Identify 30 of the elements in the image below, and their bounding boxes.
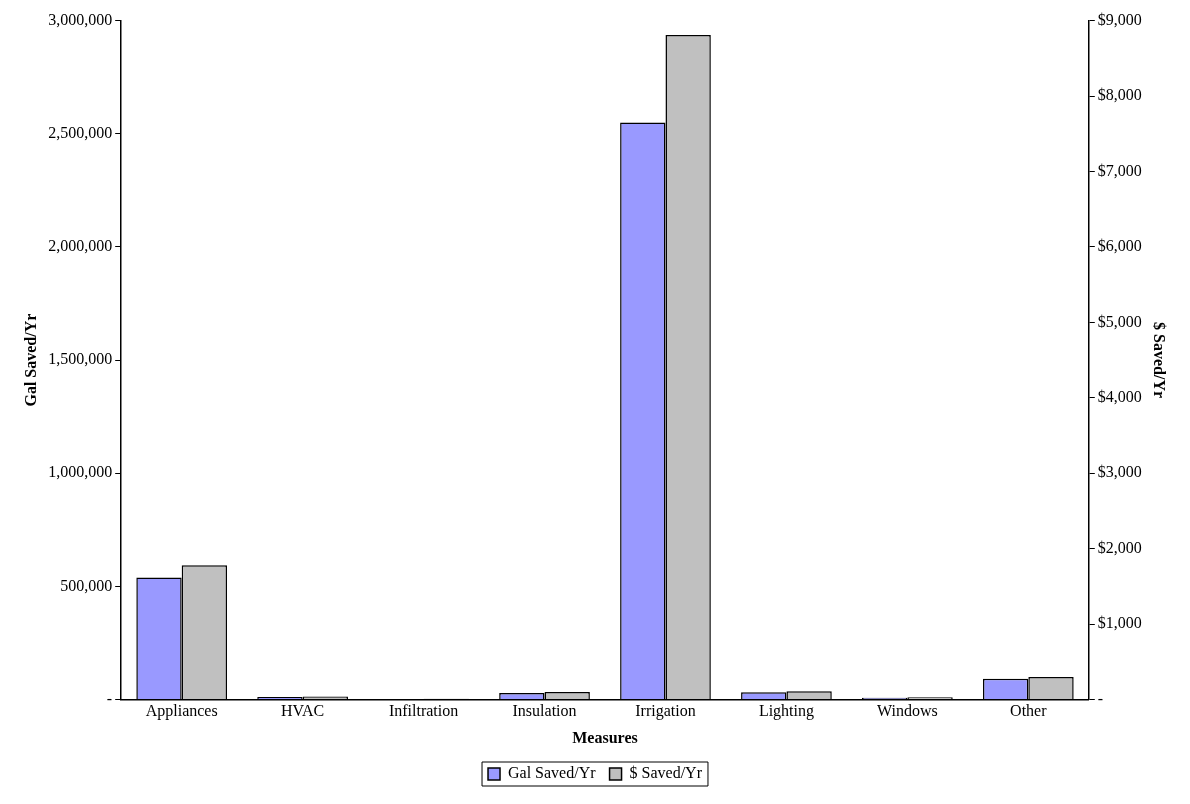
- y-tick-label: 3,000,000: [48, 10, 113, 28]
- y-tick-label: 2,000,000: [48, 237, 113, 255]
- y2-tick-label: $9,000: [1097, 10, 1142, 28]
- y2-tick-label: $8,000: [1097, 86, 1142, 104]
- x-tick-label: HVAC: [280, 702, 325, 720]
- y-tick-label: -: [106, 689, 113, 707]
- y2-tick-label: $5,000: [1097, 312, 1142, 330]
- legend-label: Gal Saved/Yr: [508, 764, 597, 782]
- x-tick-label: Irrigation: [635, 702, 696, 721]
- y2-tick-label: $7,000: [1097, 161, 1142, 179]
- y-axis-title: Gal Saved/Yr: [21, 313, 39, 407]
- x-tick-label: Appliances: [145, 702, 218, 721]
- y2-tick-label: $4,000: [1097, 388, 1142, 406]
- x-tick-label: Insulation: [512, 702, 577, 720]
- y2-axis-title: $ Saved/Yr: [1151, 322, 1169, 399]
- y-tick-label: 500,000: [60, 576, 113, 594]
- x-tick-label: Infiltration: [388, 702, 459, 720]
- y2-tick-label: -: [1097, 689, 1104, 707]
- legend-label: $ Saved/Yr: [629, 764, 703, 782]
- y-tick-label: 1,000,000: [48, 463, 113, 481]
- y2-tick-label: $2,000: [1097, 538, 1142, 556]
- y-tick-label: 2,500,000: [48, 123, 113, 141]
- y2-tick-label: $3,000: [1097, 463, 1142, 481]
- x-axis-title: Measures: [572, 728, 638, 746]
- y2-tick-label: $1,000: [1097, 614, 1142, 632]
- x-tick-label: Other: [1010, 702, 1048, 720]
- y-tick-label: 1,500,000: [48, 350, 113, 368]
- y2-tick-label: $6,000: [1097, 237, 1142, 255]
- x-tick-label: Lighting: [758, 702, 814, 721]
- x-tick-label: Windows: [877, 702, 938, 720]
